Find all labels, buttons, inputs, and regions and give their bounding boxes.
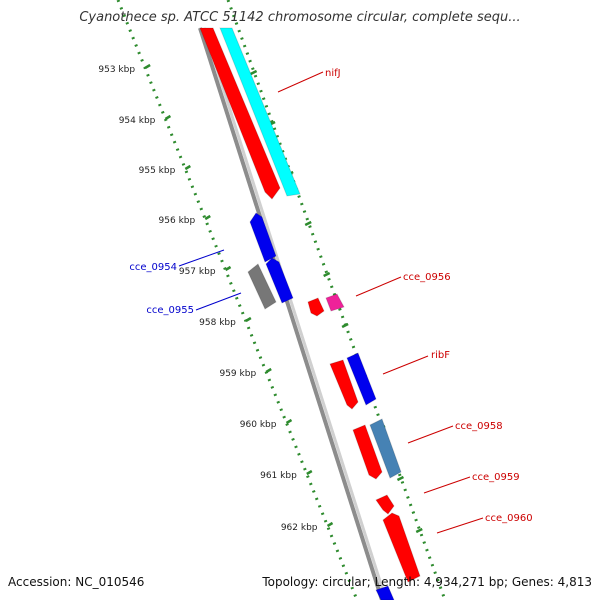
ruler-tick-label: 956 kbp (159, 216, 196, 226)
gene-label: nifJ (325, 68, 341, 79)
gene-leader-line (407, 425, 454, 444)
gene-leader-line (277, 71, 324, 93)
gene-cce-0958-steelblue (369, 418, 402, 479)
gene-label: cce_0960 (485, 513, 533, 524)
accession-label: Accession: (8, 575, 72, 589)
gene-nifj-red (199, 27, 281, 200)
ruler-tick-label: 959 kbp (219, 369, 256, 379)
ruler-tick-inner (306, 469, 313, 476)
accession-value: NC_010546 (75, 575, 145, 589)
gene-nifj-cyan (219, 27, 301, 197)
backbone-shadow (202, 27, 388, 601)
ruler-tick-label: 960 kbp (240, 420, 277, 430)
topology-value: circular (322, 575, 367, 589)
ruler-tick-label: 962 kbp (281, 523, 318, 533)
ruler-tick-inner (164, 114, 172, 121)
ruler-tick-inner (265, 367, 272, 374)
ruler-tick-outer (396, 475, 404, 482)
gene-cce-0958-red (352, 424, 383, 480)
length-label: Length: (374, 575, 421, 589)
gene-label: ribF (431, 350, 450, 361)
ruler-tick-outer (250, 69, 258, 76)
gene-cce-0960-red (382, 512, 421, 583)
topology-label: Topology: (262, 575, 319, 589)
ruler-tick-inner (224, 265, 232, 272)
ruler-tick-outer (323, 271, 331, 278)
gene-leader-line (436, 517, 484, 534)
ruler-tick-inner (245, 316, 252, 323)
ruler-tick-label: 954 kbp (119, 116, 156, 126)
sequence-title: Cyanothece sp. ATCC 51142 chromosome cir… (79, 10, 521, 25)
ruler-tick-label: 953 kbp (98, 65, 135, 75)
ruler-tick-inner (144, 63, 151, 70)
ruler-tick-label: 957 kbp (179, 267, 216, 277)
ruler-tick-outer (415, 527, 423, 534)
gene-leader-line (355, 276, 402, 297)
accession-info: Accession: NC_010546 (8, 575, 144, 589)
gene-label: cce_0954 (129, 262, 177, 273)
ruler-tick-inner (184, 164, 191, 171)
gene-cce-0955-blue (265, 257, 294, 304)
ruler-tick-label: 955 kbp (139, 166, 176, 176)
genes-label: Genes: (511, 575, 554, 589)
gene-leader-line (382, 355, 429, 375)
ruler-tick-outer (341, 322, 349, 329)
gene-label: cce_0959 (472, 472, 520, 483)
ruler-tick-outer (304, 220, 312, 227)
gene-cce-0954 (249, 212, 277, 263)
gene-cce-0955-gray (247, 263, 277, 310)
gene-label: cce_0956 (403, 272, 451, 283)
ruler-tick-inner (285, 418, 293, 425)
ruler-tick-label: 958 kbp (199, 318, 236, 328)
gene-cce-0959-red (375, 494, 395, 515)
gene-leader-line (423, 476, 471, 494)
genes-value: 4,813 (557, 575, 592, 589)
length-value: 4,934,271 bp (423, 575, 504, 589)
gene-label: cce_0955 (146, 305, 194, 316)
ruler-tick-inner (326, 521, 334, 528)
gene-ribf-red (329, 359, 359, 410)
ruler-tick-inner (204, 214, 211, 221)
gene-leader-line (195, 292, 242, 311)
gene-cce-0956-red (307, 297, 325, 317)
gene-cce-0956-magenta (325, 293, 345, 312)
ruler-tick-label: 961 kbp (260, 471, 297, 481)
gene-leader-line (178, 249, 225, 267)
gene-ribf-blue (346, 352, 377, 406)
sequence-summary: Topology: circular; Length: 4,934,271 bp… (262, 575, 592, 589)
gene-label: cce_0958 (455, 421, 503, 432)
genome-backbone (198, 27, 384, 601)
